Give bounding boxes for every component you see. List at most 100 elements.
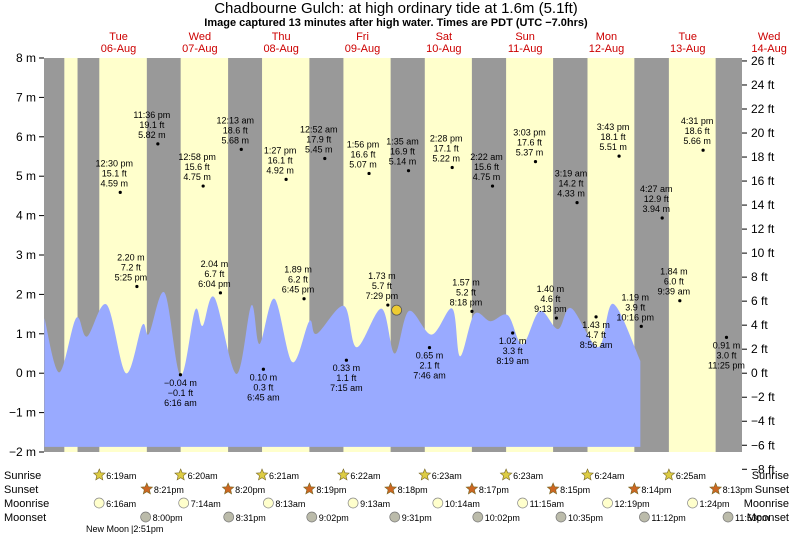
extreme-dot [470,309,474,313]
upper-height-ft: 15.1 ft [102,168,128,178]
upper-height-m: 4.75 m [473,172,501,182]
extreme-time: 8:19 am [496,356,529,366]
upper-height-ft: 18.6 ft [685,126,711,136]
y-tick-label-ft: 6 ft [751,294,768,308]
row-label-sunset: Sunset [4,484,38,496]
moonset-icon [306,511,318,523]
extreme-height-ft: 4.7 ft [586,330,607,340]
moonrise-icon [602,497,613,509]
upper-height-ft: 17.6 ft [517,138,543,148]
upper-height-m: 4.75 m [183,172,211,182]
sunrise-icon [92,468,106,481]
upper-dot [201,184,205,188]
sunrise-time: 6:20am [188,471,218,481]
extreme-dot [554,316,558,320]
extreme-time: 8:18 pm [450,297,483,307]
upper-time: 1:35 am [386,137,419,147]
upper-height-m: 5.37 m [516,148,544,158]
daylight-band [668,58,716,452]
moonset-time: 9:31pm [402,513,432,523]
extreme-time: 6:04 pm [198,279,231,289]
day-name: Fri [356,31,369,43]
moonrise-icon [93,497,105,509]
extreme-dot [135,284,139,289]
upper-time: 3:19 am [555,169,588,179]
day-name: Wed [189,31,211,43]
upper-dot [490,184,495,188]
extreme-height-m: 2.20 m [117,253,145,263]
upper-dot [239,147,243,152]
y-tick-label-m: 4 m [16,209,36,223]
upper-height-ft: 16.9 ft [390,147,416,157]
extreme-height-ft: −0.1 ft [168,388,194,398]
moonset-icon [223,511,235,523]
extreme-time: 7:29 pm [366,291,399,301]
sunrise-icon [581,468,594,481]
extreme-dot [344,358,349,362]
day-date: 11-Aug [508,43,543,55]
sunset-icon [709,482,723,495]
extreme-dot [594,315,598,319]
extreme-height-ft: 6.2 ft [288,275,309,285]
upper-height-m: 4.33 m [557,189,585,199]
extreme-height-ft: 6.7 ft [204,269,225,279]
tide-labels: 2.20 m7.2 ft5:25 pm −0.04 m−0.1 ft6:16 am… [95,110,744,408]
extreme-time: 9:13 pm [534,304,567,314]
moonrise-icon [517,497,528,509]
upper-dot [617,154,621,158]
upper-time: 1:56 pm [347,139,380,149]
upper-height-ft: 16.6 ft [351,149,377,159]
upper-height-ft: 15.6 ft [185,162,211,172]
upper-height-ft: 19.1 ft [139,120,165,130]
upper-height-ft: 17.1 ft [434,144,460,154]
y-tick-label-m: 6 m [16,130,36,144]
y-tick-label-ft: −8 ft [751,462,775,476]
y-tick-label-ft: −2 ft [751,390,775,404]
y-tick-label-ft: 24 ft [751,78,775,92]
upper-height-m: 5.07 m [349,159,377,169]
upper-dot [323,156,327,161]
moonrise-icon [178,497,190,509]
y-tick-label-m: 2 m [16,287,36,301]
upper-height-ft: 17.9 ft [306,134,332,144]
sunset-icon [140,482,154,495]
day-date: 10-Aug [426,43,461,55]
extreme-height-ft: 3.3 ft [503,346,524,356]
moonset-icon [389,511,401,523]
upper-time: 3:43 pm [597,122,630,132]
y-tick-label-ft: 26 ft [751,54,775,68]
sunrise-time: 6:19am [106,471,136,481]
extreme-height-m: 1.84 m [660,267,688,277]
sunrise-time: 6:23am [432,471,462,481]
upper-height-ft: 14.2 ft [559,179,585,189]
upper-dot [575,200,579,205]
upper-dot [284,177,288,181]
moonrise-time: 11:15am [530,499,564,509]
upper-dot [660,216,664,220]
y-tick-label-m: 7 m [16,90,36,104]
tide-curve [44,292,641,447]
extreme-dot [724,335,729,339]
moonset-time: 10:02pm [485,513,520,523]
extreme-height-ft: 0.3 ft [253,382,274,392]
extreme-height-m: 1.19 m [622,292,650,302]
sunset-time: 8:21pm [154,485,184,495]
extreme-height-ft: 5.2 ft [456,287,477,297]
moonrise-icon [432,497,444,509]
y-axis-meters: 8 m 7 m 6 m 5 m 4 m 3 m 2 m 1 m 0 m −1 m −2 m [9,51,44,459]
upper-time: 12:30 pm [95,158,133,168]
moonset-time: 8:31pm [236,513,266,523]
moonset-icon [140,511,152,523]
moonrise-time: 1:24pm [700,499,730,509]
extreme-height-ft: 4.6 ft [540,294,561,304]
sunrise-icon [255,468,269,481]
day-name: Sat [436,31,453,43]
moonset-icon [639,511,650,523]
upper-dot [450,165,454,170]
row-label-sunset-right: Sunset [755,484,789,496]
extreme-time: 9:39 am [658,287,691,297]
extreme-height-m: 1.43 m [582,320,610,330]
row-label-moonset: Moonset [4,512,46,524]
sunset-icon [627,482,641,495]
day-headers: Tue06-AugWed07-AugThu08-AugFri09-AugSat1… [101,31,787,55]
